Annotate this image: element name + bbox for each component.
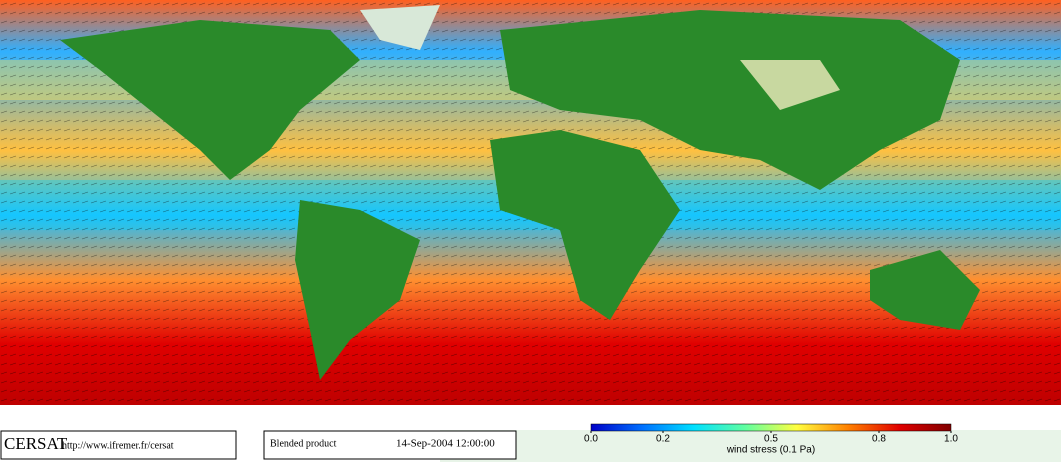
logo: CERSAT <box>4 434 68 453</box>
colorbar-tick-label: 0.0 <box>584 434 598 445</box>
product: Blended product <box>270 438 337 449</box>
colorbar-tick-label: 0.5 <box>764 434 778 445</box>
colorbar-tick-label: 0.2 <box>656 434 670 445</box>
colorbar: 0.0 0.2 0.5 0.8 1.0 wind stress (0.1 Pa) <box>584 423 958 456</box>
info-box-right: Blended product 14-Sep-2004 12:00:00 <box>263 430 517 460</box>
info-box-left: CERSAT http://www.ifremer.fr/cersat <box>0 430 237 460</box>
url: http://www.ifremer.fr/cersat <box>62 440 174 451</box>
colorbar-label: wind stress (0.1 Pa) <box>726 445 815 456</box>
colorbar-tick-label: 0.8 <box>872 434 886 445</box>
date: 14-Sep-2004 12:00:00 <box>396 438 495 450</box>
colorbar-tick-label: 1.0 <box>944 434 958 445</box>
colorbar-ramp <box>590 423 952 432</box>
